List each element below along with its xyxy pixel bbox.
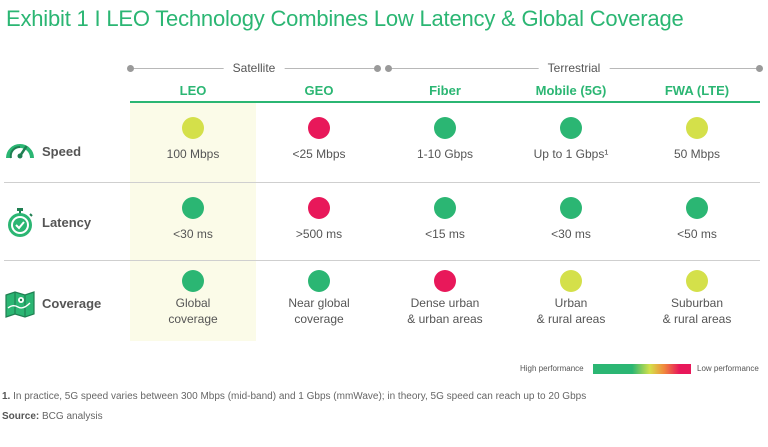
cell-value-line: 50 Mbps: [673, 147, 721, 161]
cell-value-line: coverage: [168, 312, 218, 326]
cell-value-line: <25 Mbps: [292, 147, 346, 161]
cell-value-speed-geo: <25 Mbps: [256, 146, 382, 162]
cell-value-line: Suburban: [670, 296, 724, 310]
column-header-fiber: Fiber: [429, 83, 461, 98]
cell-value-line: 100 Mbps: [166, 147, 220, 161]
cell-value-line: Near global: [288, 296, 350, 310]
group-label-satellite: Satellite: [223, 61, 285, 75]
source-note: Source: BCG analysis: [2, 411, 103, 422]
page-title: Exhibit 1 I LEO Technology Combines Low …: [6, 6, 684, 31]
cell-value-line: <15 ms: [425, 227, 465, 241]
cell-value-line: Global: [175, 296, 211, 310]
legend-gradient-bar: [593, 364, 691, 374]
cell-value-latency-fwa-lte: <50 ms: [634, 226, 760, 242]
rating-circle-speed-fiber: [434, 117, 456, 139]
group-bracket-start-dot: [385, 65, 392, 72]
column-header-fwa-lte: FWA (LTE): [664, 83, 730, 98]
row-label-coverage: Coverage: [42, 296, 102, 311]
cell-value-coverage-mobile-5g: Urban & rural areas: [508, 295, 634, 327]
source-label: Source:: [2, 411, 40, 422]
highlight-column-leo: [130, 101, 256, 341]
cell-value-line: 1-10 Gbps: [416, 147, 474, 161]
row-label-latency: Latency: [42, 215, 92, 230]
row-label-speed: Speed: [42, 144, 82, 159]
rating-circle-speed-mobile-5g: [560, 117, 582, 139]
speedometer-icon: [6, 144, 34, 159]
rating-circle-latency-fiber: [434, 197, 456, 219]
stopwatch-icon: [8, 208, 33, 237]
map-icon: [5, 291, 35, 318]
cell-value-line: coverage: [294, 312, 344, 326]
row-divider: [4, 182, 760, 183]
cell-value-speed-fiber: 1-10 Gbps: [382, 146, 508, 162]
legend-low-label: Low performance: [697, 364, 759, 373]
cell-value-line: & urban areas: [407, 312, 483, 326]
group-bracket-start-dot: [127, 65, 134, 72]
legend-high-label: High performance: [520, 364, 584, 373]
cell-value-line: & rural areas: [536, 312, 606, 326]
cell-value-line: <50 ms: [677, 227, 717, 241]
rating-circle-coverage-fiber: [434, 270, 456, 292]
rating-circle-coverage-geo: [308, 270, 330, 292]
cell-value-latency-mobile-5g: <30 ms: [508, 226, 634, 242]
cell-value-line: Up to 1 Gbps¹: [533, 147, 609, 161]
rating-circle-speed-fwa-lte: [686, 117, 708, 139]
row-divider: [4, 260, 760, 261]
group-bracket-end-dot: [374, 65, 381, 72]
rating-circle-latency-geo: [308, 197, 330, 219]
cell-value-coverage-fwa-lte: Suburban & rural areas: [634, 295, 760, 327]
cell-value-speed-mobile-5g: Up to 1 Gbps¹: [508, 146, 634, 162]
cell-value-latency-geo: >500 ms: [256, 226, 382, 242]
cell-value-line: <30 ms: [551, 227, 591, 241]
rating-circle-coverage-leo: [182, 270, 204, 292]
cell-value-coverage-geo: Near global coverage: [256, 295, 382, 327]
group-label-terrestrial: Terrestrial: [538, 61, 610, 75]
column-header-leo: LEO: [179, 83, 207, 98]
cell-value-line: & rural areas: [662, 312, 732, 326]
rating-circle-coverage-mobile-5g: [560, 270, 582, 292]
rating-circle-speed-geo: [308, 117, 330, 139]
footnote-number: 1.: [2, 391, 11, 402]
rating-circle-latency-leo: [182, 197, 204, 219]
column-header-geo: GEO: [304, 83, 334, 98]
rating-circle-latency-mobile-5g: [560, 197, 582, 219]
cell-value-line: >500 ms: [295, 227, 343, 241]
rating-circle-latency-fwa-lte: [686, 197, 708, 219]
cell-value-coverage-fiber: Dense urban & urban areas: [382, 295, 508, 327]
group-terrestrial: Terrestrial: [385, 61, 763, 75]
cell-value-latency-fiber: <15 ms: [382, 226, 508, 242]
cell-value-speed-fwa-lte: 50 Mbps: [634, 146, 760, 162]
group-bracket-end-dot: [756, 65, 763, 72]
cell-value-line: Urban: [554, 296, 588, 310]
cell-value-line: Dense urban: [410, 296, 480, 310]
cell-value-latency-leo: <30 ms: [130, 226, 256, 242]
source-text: BCG analysis: [39, 411, 103, 422]
footnote-text: In practice, 5G speed varies between 300…: [10, 391, 587, 402]
rating-circle-coverage-fwa-lte: [686, 270, 708, 292]
column-header-mobile-5g: Mobile (5G): [535, 83, 607, 98]
cell-value-speed-leo: 100 Mbps: [130, 146, 256, 162]
group-satellite: Satellite: [127, 61, 381, 75]
footnote: 1. In practice, 5G speed varies between …: [2, 391, 586, 402]
rating-circle-speed-leo: [182, 117, 204, 139]
cell-value-line: <30 ms: [173, 227, 213, 241]
cell-value-coverage-leo: Global coverage: [130, 295, 256, 327]
header-rule: [130, 101, 760, 103]
